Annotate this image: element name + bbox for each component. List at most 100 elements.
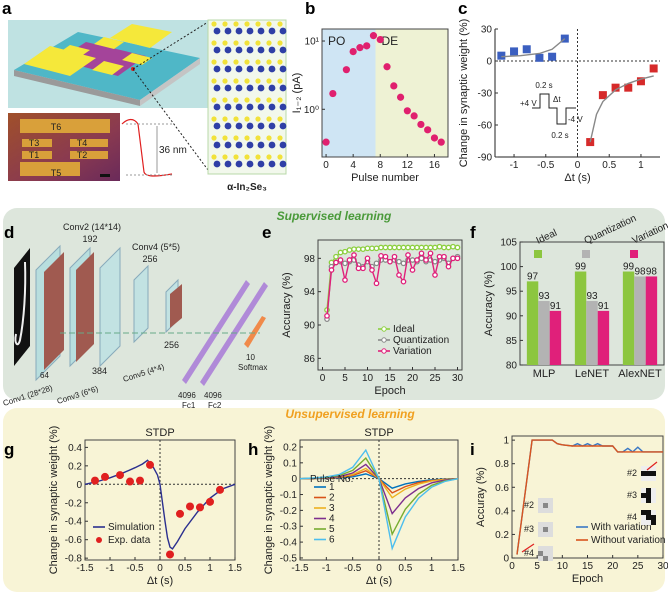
weight-pixel [641, 498, 646, 503]
panel-label-e: e [262, 223, 271, 242]
weight-pixel [651, 476, 656, 481]
data-point [360, 265, 366, 272]
data-point [432, 258, 438, 265]
data-point [649, 64, 658, 73]
se-atom [244, 40, 250, 46]
unsupervised-title: Unsupervised learning [285, 407, 415, 421]
x-tick-label: 1 [638, 160, 644, 171]
material-label: α-In₂Se₃ [227, 182, 267, 193]
weight-pixel [651, 515, 656, 520]
se-atom [277, 78, 283, 84]
se-atom [266, 21, 272, 27]
x-tick-label: 1 [207, 563, 213, 574]
x-tick-label: 25 [632, 561, 644, 572]
se-atom [277, 135, 283, 141]
layer-name: Conv2 (14*14) [63, 222, 121, 232]
in-atom [235, 27, 243, 35]
se-atom [255, 135, 261, 141]
bar-value-label: 93 [538, 291, 550, 302]
data-point [548, 52, 557, 61]
y-tick-label: -0.4 [280, 538, 298, 549]
inset-label: #2 [627, 468, 637, 478]
layer-channels: 192 [82, 234, 97, 244]
weight-pixel [651, 498, 656, 503]
weight-pixel [646, 498, 651, 503]
fc-name: Fc1 [182, 401, 196, 410]
se-atom [277, 59, 283, 65]
in-atom [257, 141, 265, 149]
bar-value-label: 99 [623, 262, 635, 273]
data-point [432, 272, 438, 278]
y-tick-label: 105 [500, 238, 517, 249]
y-tick-label: -0.1 [280, 490, 298, 501]
x-tick-label: -0.5 [537, 160, 555, 171]
se-atom [222, 40, 228, 46]
data-point [437, 138, 445, 146]
bar-ideal [526, 281, 539, 365]
in-atom [279, 65, 287, 73]
legend-marker [381, 337, 387, 343]
inset-label: #4 [524, 548, 534, 558]
weight-pixel [543, 522, 548, 527]
data-point [369, 245, 375, 252]
pulse-waveform-inset: 0.2 s Δt +4 V -4 V 0.2 s [520, 81, 583, 140]
legend-label: Without variation [591, 535, 665, 546]
weight-pixel [548, 551, 553, 556]
se-atom [255, 97, 261, 103]
y-tick-label: -0.5 [280, 553, 298, 564]
region-label: DE [382, 34, 399, 48]
terminal-label: T1 [29, 150, 40, 160]
x-axis-label: Δt (s) [366, 575, 392, 587]
x-tick-label: -0.5 [126, 563, 144, 574]
series-line [589, 75, 654, 143]
legend-label: 2 [329, 493, 335, 504]
x-axis-label: Δt (s) [147, 575, 173, 587]
weight-pixel [641, 520, 646, 525]
se-atom [233, 21, 239, 27]
y-tick-label: 0.4 [68, 443, 82, 454]
se-atom [244, 78, 250, 84]
layer-channels: 256 [142, 254, 157, 264]
data-point [166, 550, 174, 559]
weight-pixel [543, 503, 548, 508]
in-atom [257, 65, 265, 73]
in-atom [268, 141, 276, 149]
in-atom [268, 160, 276, 168]
x-tick-label: 20 [407, 373, 419, 384]
legend-swatch [534, 250, 542, 258]
data-point [418, 244, 425, 251]
y-tick-label: -0.2 [65, 498, 83, 509]
in-atom [268, 103, 276, 111]
terminal-label: T4 [77, 138, 88, 148]
data-point [146, 460, 154, 469]
in-atom [268, 122, 276, 130]
inset-label: #3 [627, 490, 637, 500]
in-atom [213, 141, 221, 149]
se-atom [222, 78, 228, 84]
data-point [369, 32, 378, 40]
height-profile: 36 nm [121, 118, 187, 177]
annotation-v-pos: +4 V [520, 99, 537, 108]
data-point [369, 267, 375, 273]
legend-label: 1 [329, 482, 335, 493]
chart-title: STDP [364, 427, 393, 439]
se-atom [255, 59, 261, 65]
weight-pixel [646, 520, 651, 525]
weight-pixel [548, 503, 553, 508]
legend-label: 5 [329, 524, 335, 535]
data-point [355, 246, 362, 253]
category-label: MLP [533, 368, 556, 380]
weight-pixel [548, 508, 553, 513]
se-atom [266, 78, 272, 84]
data-point [351, 246, 357, 253]
in-atom [213, 84, 221, 92]
data-point [333, 253, 339, 260]
data-point [454, 255, 461, 262]
terminal-label: T3 [29, 138, 40, 148]
legend-label: With variation [591, 522, 652, 533]
in-atom [235, 103, 243, 111]
data-point [387, 258, 393, 265]
in-atom [257, 160, 265, 168]
chart-b: PO DE 0 4 8 12 16 10⁰ 10¹ Pulse number I₁₋₂ (pA) [291, 28, 449, 184]
se-atom [266, 135, 272, 141]
